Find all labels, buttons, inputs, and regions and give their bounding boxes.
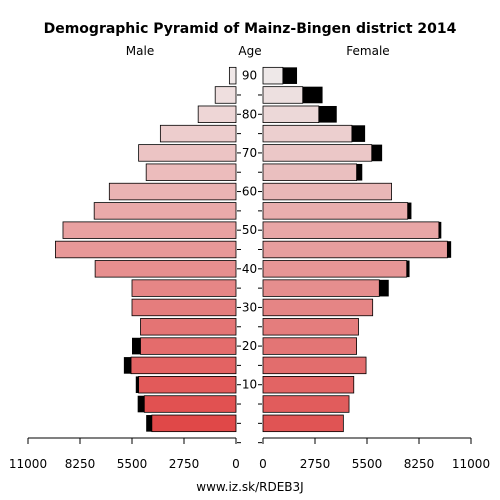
male-bar [55,240,237,259]
female-x-tick-label: 11000 [452,457,490,471]
age-tick-label: 80 [242,107,257,121]
female-bar [262,202,409,220]
female-x-tick-label: 8250 [404,457,435,471]
male-bar [131,279,237,297]
female-excess-bar [356,163,363,181]
female-bar [262,356,367,375]
male-label: Male [126,44,154,58]
male-bar [159,124,237,143]
male-bar [197,105,237,123]
male-x-tick-label: 8250 [65,457,96,471]
age-tick-label: 20 [242,339,257,353]
age-tick-label: 70 [242,146,257,160]
female-bar [262,376,355,394]
female-bar [262,144,373,162]
male-bar [94,260,237,278]
male-bar [143,395,237,413]
male-bar [138,376,237,394]
male-x-tick-label: 5500 [117,457,148,471]
female-excess-bar [318,105,337,123]
female-excess-bar [371,144,383,162]
male-bar [228,66,237,85]
female-bar [262,414,344,433]
female-bar [262,298,374,317]
female-bar [262,66,284,85]
female-bar [262,260,408,278]
age-tick-label: 40 [242,262,257,276]
male-excess-bar [137,395,145,413]
female-label: Female [346,44,389,58]
male-excess-bar [146,415,152,432]
bars-layer [55,66,452,433]
female-x-tick-label: 0 [259,457,267,471]
female-excess-bar [282,67,298,84]
female-excess-bar [406,260,410,278]
female-excess-bar [407,202,412,220]
female-excess-bar [351,125,366,142]
male-bar [93,202,237,220]
male-bar [138,144,237,162]
male-bar [140,337,237,355]
male-excess-bar [135,376,139,394]
age-tick-label: 30 [242,300,257,314]
male-x-tick-label: 11000 [9,457,47,471]
male-bar [145,163,237,181]
female-bar [262,279,380,297]
footer-url: www.iz.sk/RDEB3J [196,480,303,494]
female-bar [262,182,392,201]
male-bar [151,414,237,433]
female-x-tick-label: 2750 [300,457,331,471]
female-bar [262,337,357,355]
age-tick-label: 10 [242,378,257,392]
female-excess-bar [302,86,323,104]
female-bar [262,86,304,104]
axis-layer: 11000 8250 5500 2750 0 0 2750 5500 8250 11000 10 20… [9,69,490,471]
female-bar [262,240,448,259]
female-excess-bar [379,279,389,297]
female-x-tick-label: 5500 [352,457,383,471]
female-bar [262,105,320,123]
female-bar [262,221,440,239]
male-excess-bar [123,357,132,374]
female-excess-bar [447,241,452,258]
female-bar [262,163,357,181]
male-x-tick-label: 0 [232,457,240,471]
male-bar [214,86,237,104]
age-tick-label: 50 [242,223,257,237]
male-excess-bar [132,337,141,355]
male-x-tick-label: 2750 [169,457,200,471]
age-tick-label: 60 [242,185,257,199]
female-bar [262,395,350,413]
female-bar [262,124,353,143]
male-bar [140,318,237,336]
age-tick-label: 90 [242,69,257,83]
age-label: Age [238,44,261,58]
male-bar [62,221,237,239]
male-bar [130,356,237,375]
chart-title: Demographic Pyramid of Mainz-Bingen dist… [44,21,457,37]
female-bar [262,318,359,336]
male-bar [131,298,237,317]
female-excess-bar [438,221,442,239]
male-bar [108,182,237,201]
